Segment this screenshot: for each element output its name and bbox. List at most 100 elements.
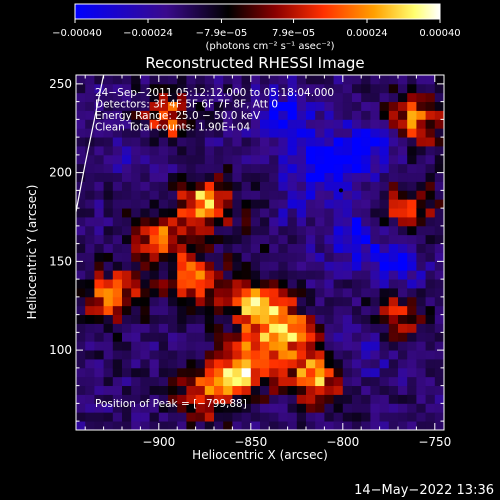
heatmap-cell [287, 217, 298, 227]
heatmap-cell [398, 270, 408, 280]
heatmap-cell [168, 412, 178, 422]
heatmap-cell [250, 75, 261, 85]
heatmap-cell [379, 288, 390, 298]
heatmap-cell [260, 279, 270, 289]
heatmap-cell [76, 75, 86, 85]
heatmap-cell [352, 181, 362, 191]
heatmap-cell [352, 279, 362, 289]
heatmap-cell [158, 163, 169, 174]
heatmap-cell [214, 225, 224, 236]
heatmap-cell [214, 190, 224, 200]
heatmap-cell [324, 359, 334, 369]
heatmap-cell [94, 403, 104, 413]
heatmap-cell [388, 403, 399, 413]
heatmap-cell [416, 225, 426, 236]
heatmap-cell [232, 172, 242, 182]
heatmap-cell [122, 376, 132, 387]
heatmap-cell [250, 92, 261, 103]
heatmap-cell [85, 359, 95, 369]
heatmap-cell [342, 412, 353, 422]
heatmap-cell [315, 412, 325, 422]
heatmap-cell [214, 385, 224, 395]
heatmap-cell [425, 359, 436, 369]
heatmap-cell [333, 421, 344, 430]
heatmap-cell [333, 137, 344, 147]
heatmap-cell [112, 128, 123, 138]
heatmap-cell [379, 172, 390, 182]
heatmap-cell [94, 110, 104, 120]
heatmap-cell [379, 421, 390, 430]
heatmap-cell [425, 234, 436, 245]
heatmap-cell [250, 403, 261, 413]
heatmap-cell [85, 119, 95, 129]
heatmap-cell [361, 385, 371, 395]
heatmap-cell [232, 288, 242, 298]
heatmap-cell [186, 261, 196, 271]
heatmap-cell [186, 83, 196, 94]
heatmap-cell [214, 199, 224, 209]
heatmap-cell [388, 323, 399, 333]
heatmap-cell [425, 403, 436, 413]
heatmap-cell [149, 305, 160, 316]
heatmap-cell [168, 243, 178, 253]
heatmap-cell [232, 199, 242, 209]
heatmap-cell [177, 296, 187, 307]
heatmap-cell [342, 252, 353, 262]
heatmap-cell [85, 421, 95, 430]
heatmap-cell [85, 75, 95, 85]
heatmap-cell [416, 376, 426, 387]
heatmap-cell [315, 208, 325, 218]
heatmap-cell [112, 234, 123, 245]
heatmap-cell [296, 83, 307, 94]
heatmap-cell [232, 101, 242, 111]
heatmap-cell [269, 208, 279, 218]
heatmap-cell [278, 83, 288, 94]
heatmap-cell [177, 128, 187, 138]
heatmap-cell [76, 376, 86, 387]
heatmap-cell [168, 367, 178, 378]
heatmap-cell [315, 234, 325, 245]
heatmap-cell [416, 359, 426, 369]
heatmap-cell [379, 385, 390, 395]
heatmap-cell [407, 252, 417, 262]
heatmap-cell [76, 119, 86, 129]
heatmap-cell [241, 146, 252, 156]
heatmap-cell [388, 385, 399, 395]
heatmap-cell [342, 323, 353, 333]
heatmap-cell [333, 252, 344, 262]
heatmap-cell [149, 270, 160, 280]
heatmap-cell [324, 234, 334, 245]
heatmap-cell [416, 128, 426, 138]
heatmap-cell [361, 110, 371, 120]
colorbar [74, 3, 441, 20]
heatmap-cell [306, 367, 316, 378]
heatmap-cell [223, 412, 233, 422]
heatmap-cell [315, 332, 325, 342]
heatmap-cell [204, 243, 215, 253]
heatmap-cell [204, 75, 215, 85]
heatmap-cell [388, 101, 399, 111]
heatmap-cell [287, 323, 298, 333]
heatmap-cell [232, 75, 242, 85]
heatmap-cell [361, 208, 371, 218]
heatmap-cell [342, 75, 353, 85]
heatmap-cell [388, 217, 399, 227]
heatmap-cell [370, 154, 380, 165]
heatmap-cell [158, 350, 169, 360]
heatmap-cell [315, 163, 325, 174]
heatmap-cell [287, 261, 298, 271]
heatmap-cell [379, 83, 390, 94]
heatmap-cell [94, 119, 104, 129]
heatmap-cell [434, 403, 444, 413]
heatmap-cell [342, 208, 353, 218]
heatmap-cell [388, 394, 399, 404]
heatmap-cell [223, 270, 233, 280]
heatmap-cell [250, 225, 261, 236]
heatmap-cell [140, 412, 150, 422]
heatmap-cell [131, 243, 141, 253]
heatmap-cell [333, 190, 344, 200]
heatmap-cell [388, 359, 399, 369]
heatmap-cell [324, 394, 334, 404]
heatmap-cell [85, 163, 95, 174]
heatmap-cell [361, 181, 371, 191]
